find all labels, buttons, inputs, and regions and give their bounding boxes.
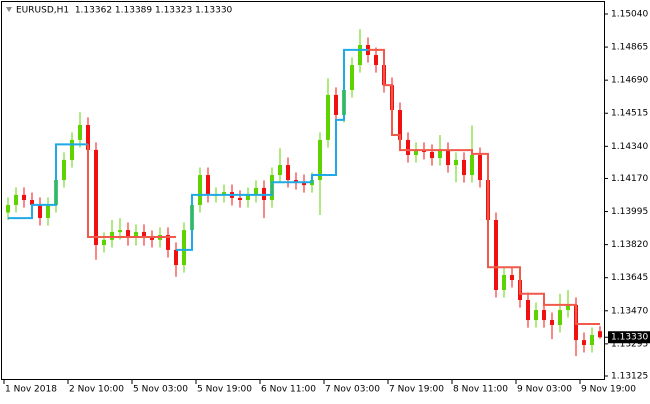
candle-body (238, 197, 242, 201)
x-tick-label: 7 Nov 19:00 (389, 385, 444, 395)
candle-body (142, 231, 146, 239)
y-tick-label: 1.13995 (611, 207, 648, 217)
candle-body (150, 238, 154, 240)
y-tick-label: 1.14690 (611, 76, 648, 86)
y-tick-label: 1.13295 (611, 339, 648, 349)
indicator-line (8, 48, 368, 251)
candle-body (582, 340, 586, 345)
candle-body (166, 234, 170, 250)
candle-body (542, 310, 546, 321)
candle-body (222, 192, 226, 195)
candle-body (78, 124, 82, 140)
candle-body (566, 304, 570, 311)
x-tick-label: 5 Nov 03:00 (133, 385, 188, 395)
candle-body (510, 275, 514, 280)
y-tick-label: 1.13125 (611, 372, 648, 382)
y-tick-label: 1.14865 (611, 43, 648, 53)
candle-body (62, 159, 66, 180)
candle-body (590, 334, 594, 345)
candle-body (526, 300, 530, 321)
y-tick-label: 1.13645 (611, 273, 648, 283)
x-tick-label: 7 Nov 03:00 (325, 385, 380, 395)
x-tick-label: 8 Nov 11:00 (453, 385, 508, 395)
candle-body (398, 110, 402, 140)
candle-body (430, 151, 434, 159)
x-tick-label: 9 Nov 03:00 (517, 385, 572, 395)
candle-body (30, 200, 34, 205)
candle-body (206, 175, 210, 195)
candle-body (198, 175, 202, 205)
plot-frame (1, 1, 605, 380)
y-tick-label: 1.13470 (611, 306, 648, 316)
candle-body (294, 179, 298, 183)
y-tick-label: 1.13820 (611, 240, 648, 250)
candle-body (254, 187, 258, 195)
candle-body (102, 239, 106, 245)
candle-body (278, 165, 282, 176)
y-tick-label: 1.14170 (611, 174, 648, 184)
candle-body (438, 149, 442, 159)
candle-body (414, 149, 418, 156)
x-tick-label: 9 Nov 19:00 (581, 385, 636, 395)
y-tick-label: 1.15040 (611, 10, 648, 20)
candle-body (550, 320, 554, 325)
candle-body (558, 310, 562, 325)
candle-body (126, 230, 130, 239)
candle-body (38, 204, 42, 218)
candle-body (326, 94, 330, 140)
candle-body (454, 159, 458, 166)
candle-body (94, 149, 98, 245)
candle-body (446, 149, 450, 166)
candle-body (14, 194, 18, 205)
candle-body (502, 275, 506, 290)
candle-body (334, 94, 338, 115)
candle-body (462, 159, 466, 176)
candle-body (182, 230, 186, 266)
current-price-box (608, 331, 650, 344)
candle-body (470, 155, 474, 176)
candle-body (358, 45, 362, 66)
candle-body (110, 231, 114, 240)
x-tick-label: 1 Nov 2018 (5, 385, 57, 395)
y-tick-label: 1.14340 (611, 142, 648, 152)
chart-title: EURUSD,H1 1.13362 1.13389 1.13323 1.1333… (16, 6, 233, 16)
candle-body (46, 204, 50, 218)
candle-body (70, 139, 74, 160)
y-tick-label: 1.14515 (611, 109, 648, 119)
candle-body (174, 249, 178, 266)
x-tick-label: 6 Nov 11:00 (261, 385, 316, 395)
candle-body (286, 165, 290, 180)
candle-body (6, 204, 10, 213)
candle-body (302, 182, 306, 186)
current-price-label: 1.13330 (611, 333, 648, 343)
candle-body (118, 230, 122, 232)
x-tick-label: 5 Nov 19:00 (197, 385, 252, 395)
candle-body (598, 331, 602, 338)
collapse-icon[interactable] (6, 7, 12, 12)
indicator-line (87, 48, 600, 326)
x-tick-label: 2 Nov 10:00 (69, 385, 124, 395)
candle-body (374, 55, 378, 66)
candle-body (534, 310, 538, 321)
candle-body (318, 139, 322, 180)
candle-body (350, 65, 354, 90)
candle-body (134, 231, 138, 239)
candle-body (246, 194, 250, 201)
candle-body (86, 124, 90, 150)
candle-body (406, 139, 410, 156)
candle-body (478, 155, 482, 180)
candle-body (494, 220, 498, 290)
candle-body (22, 194, 26, 201)
